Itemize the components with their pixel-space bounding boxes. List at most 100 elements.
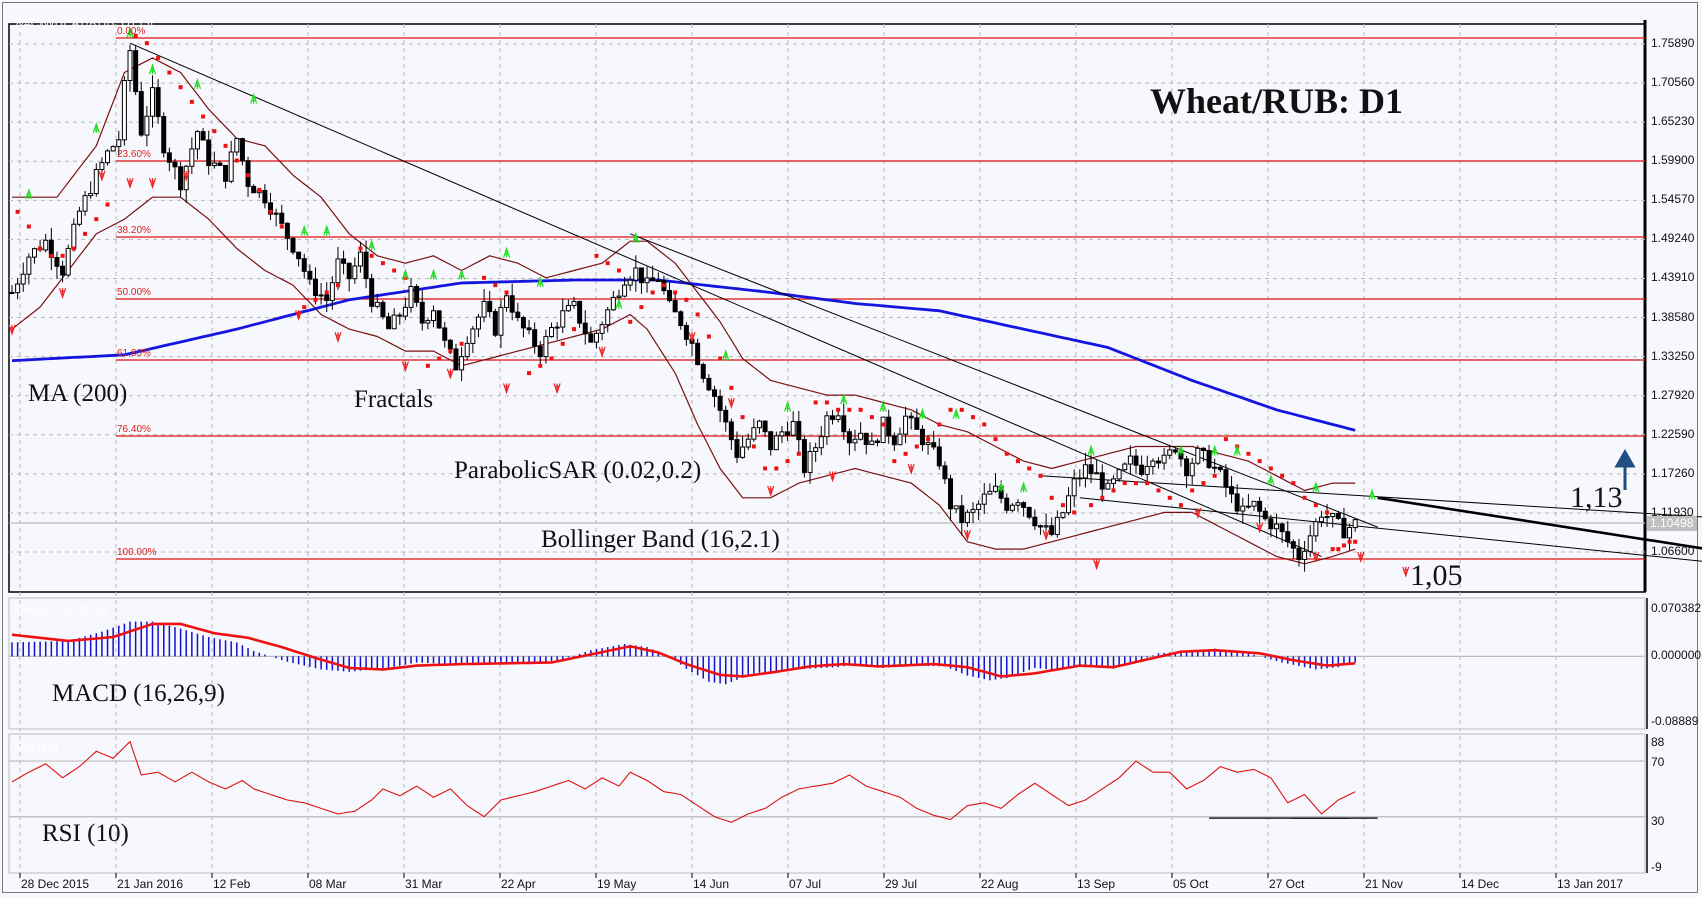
candle-body — [284, 222, 290, 239]
candle-body — [948, 478, 954, 510]
candle-body — [290, 237, 296, 253]
candle-body — [335, 258, 341, 284]
fractal-down-icon — [1402, 566, 1410, 578]
candle-body — [976, 503, 982, 510]
fibonacci-level-label: 100.00% — [117, 547, 157, 558]
macd-signal-line — [11, 622, 1356, 678]
candle-body — [31, 248, 37, 258]
candle-body — [936, 446, 942, 467]
parabolic-sar-dot — [993, 437, 998, 442]
parabolic-sar-dot — [1190, 488, 1195, 493]
time-tick-label: 27 Oct — [1269, 877, 1305, 891]
parabolic-sar-dot — [639, 305, 644, 310]
parabolic-sar-dot — [1145, 481, 1150, 486]
parabolic-sar-dot — [616, 268, 621, 273]
parabolic-sar-dot — [437, 356, 442, 361]
fractal-up-icon — [783, 400, 792, 412]
time-tick-label: 05 Oct — [1173, 877, 1209, 891]
candle-body — [549, 327, 555, 338]
rsi-tick-label: 30 — [1651, 814, 1665, 828]
candle-body — [908, 415, 914, 419]
bollinger-lower — [11, 196, 1356, 565]
parabolic-sar-dot — [257, 187, 262, 192]
candle-body — [818, 436, 824, 449]
candle-body — [712, 389, 717, 397]
candle-body — [762, 420, 768, 433]
candle-body — [835, 415, 841, 420]
candle-body — [352, 265, 358, 280]
fractal-up-icon — [536, 275, 544, 288]
candle-body — [824, 415, 830, 438]
candle-body — [93, 169, 99, 195]
up-arrow-icon — [1614, 448, 1636, 490]
parabolic-sar-dot — [1347, 539, 1352, 544]
candle-body — [959, 505, 965, 523]
rsi-tick-label: 70 — [1651, 755, 1665, 769]
time-tick-label: 07 Jul — [789, 877, 822, 891]
time-tick-label: 12 Feb — [213, 877, 251, 891]
candle-body — [745, 438, 751, 448]
fractal-up-icon — [722, 349, 730, 361]
candle-body — [1251, 500, 1257, 507]
parabolic-sar-dot — [1353, 539, 1358, 544]
candle-body — [1094, 472, 1100, 475]
parabolic-sar-dot — [482, 275, 487, 280]
candle-body — [1088, 464, 1094, 475]
parabolic-sar-dot — [594, 253, 599, 258]
parabolic-sar-dot — [1004, 451, 1009, 456]
candle-body — [504, 295, 510, 309]
chart-title: Wheat/RUB: D1 — [1150, 81, 1403, 121]
parabolic-sar-dot — [684, 297, 689, 302]
parabolic-sar-dot — [661, 283, 666, 288]
candle-body — [194, 131, 200, 150]
parabolic-sar-dot — [15, 209, 20, 214]
candle-body — [1217, 466, 1223, 471]
parabolic-sar-dot — [836, 407, 841, 412]
parabolic-sar-dot — [178, 85, 183, 90]
parabolic-sar-dot — [959, 407, 964, 412]
macd-tick-label: 0.000000 — [1651, 648, 1702, 662]
parabolic-sar-dot — [201, 114, 206, 119]
candle-body — [1313, 521, 1319, 537]
candle-body — [554, 326, 560, 329]
candle-body — [1004, 497, 1010, 511]
parabolic-sar-dot — [605, 261, 610, 266]
candle-body — [374, 301, 380, 307]
fractal-down-icon — [828, 471, 837, 483]
price-tick-label: 1.38580 — [1651, 309, 1695, 324]
parabolic-sar-dot — [1336, 547, 1341, 552]
candle-body — [1167, 449, 1173, 456]
candle-body — [863, 432, 869, 445]
candle-body — [1184, 458, 1190, 477]
candle-body — [633, 267, 639, 281]
candle-body — [577, 300, 583, 324]
fractal-up-icon — [1312, 481, 1320, 493]
candle-body — [622, 284, 628, 297]
parabolic-sar-dot — [796, 451, 801, 456]
candle-body — [841, 415, 847, 433]
fractal-up-icon — [193, 77, 202, 90]
parabolic-sar-dot — [1330, 547, 1335, 552]
candle-body — [638, 267, 644, 284]
candle-body — [914, 417, 920, 430]
candle-body — [655, 279, 661, 282]
candle-body — [880, 416, 886, 444]
fractal-down-icon — [401, 361, 409, 373]
candle-body — [1060, 512, 1066, 518]
parabolic-sar-dot — [560, 341, 565, 346]
candle-body — [105, 150, 111, 164]
candle-body — [20, 273, 26, 285]
symbol-label: &#C-WHEAT/RUB, D1 [3] — [16, 16, 154, 30]
time-tick-label: 31 Mar — [405, 877, 443, 891]
fractal-down-icon — [1312, 551, 1320, 564]
candle-body — [1105, 482, 1111, 490]
candle-body — [1279, 523, 1285, 533]
parabolic-sar-dot — [847, 407, 852, 412]
parabolic-sar-dot — [246, 173, 251, 178]
candle-body — [273, 212, 279, 215]
price-tick-label: 1.17260 — [1651, 465, 1695, 480]
candle-body — [813, 447, 819, 453]
candle-body — [363, 251, 369, 280]
fractal-down-icon — [59, 287, 67, 300]
